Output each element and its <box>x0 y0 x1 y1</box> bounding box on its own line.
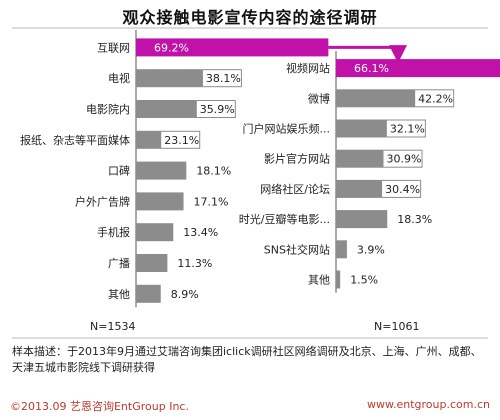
category-label: 互联网 <box>97 41 130 54</box>
connector-path <box>328 45 407 64</box>
value-label: 8.9% <box>171 288 199 301</box>
bar-6 <box>336 210 388 229</box>
category-label: 时光/豆瓣等电影... <box>239 212 330 226</box>
value-label: 32.1% <box>390 123 425 136</box>
category-label: 影片官方网站 <box>264 152 330 166</box>
category-label: 其他 <box>308 274 330 287</box>
bar-7 <box>336 240 347 259</box>
left-chart: 互联网 69.2% 电视 38.1% 电影院内 35.9% 报纸、杂志等平面媒体 23.1% 口… <box>20 30 329 333</box>
category-label: 视频网站 <box>286 61 330 75</box>
category-label: 微博 <box>308 91 330 105</box>
value-label: 42.2% <box>418 92 453 105</box>
value-label: 38.1% <box>206 72 241 85</box>
value-label: 69.2% <box>154 41 189 54</box>
value-label: 30.9% <box>387 153 422 166</box>
value-label: 17.1% <box>194 195 229 208</box>
bar-1 <box>336 59 500 78</box>
category-label: 网络社区/论坛 <box>260 182 330 196</box>
value-label: 1.5% <box>350 274 378 287</box>
chart-title: 观众接触电影宣传内容的途径调研 <box>122 8 378 27</box>
category-label: 手机报 <box>97 225 130 239</box>
value-label: 23.1% <box>164 134 199 147</box>
bar-9 <box>136 284 161 303</box>
value-label: 18.1% <box>196 165 231 178</box>
website-text: www.entgroup.com.cn <box>367 398 490 411</box>
connector-arrow <box>328 45 407 64</box>
value-label: 66.1% <box>354 62 389 75</box>
bar-8 <box>336 270 341 289</box>
value-label: 30.4% <box>385 183 420 196</box>
value-label: 11.3% <box>177 257 212 270</box>
sample-size-label: N=1061 <box>374 320 419 333</box>
copyright-text: ©2013.09 艺恩咨询EntGroup Inc. <box>10 400 189 413</box>
category-label: 广播 <box>108 256 130 270</box>
sample-size-label: N=1534 <box>90 320 135 333</box>
bar-1 <box>136 38 329 57</box>
category-label: 电视 <box>108 71 130 85</box>
category-label: 电影院内 <box>86 102 130 116</box>
value-label-bg <box>382 180 421 197</box>
value-label-bg <box>196 101 235 117</box>
value-label-bg <box>161 131 200 148</box>
category-label: 报纸、杂志等平面媒体 <box>20 133 130 147</box>
value-label-bg <box>383 150 422 167</box>
category-label: 门户网站娱乐频... <box>243 122 331 136</box>
value-label-bg <box>415 90 454 107</box>
value-label: 3.9% <box>357 243 385 256</box>
value-label: 18.3% <box>397 213 432 226</box>
value-label-bg <box>202 70 241 87</box>
sample-note: 样本描述：于2013年9月通过艾瑞咨询集团iclick调研社区网络调研及北京、上… <box>12 345 482 374</box>
chart-canvas: 互联网 69.2% 电视 38.1% 电影院内 35.9% 报纸、杂志等平面媒体 23.1% 口… <box>12 27 500 339</box>
category-label: 户外广告牌 <box>75 194 130 208</box>
category-label: 其他 <box>108 288 130 301</box>
bar-7 <box>136 223 174 242</box>
value-label-bg <box>386 120 425 137</box>
bar-6 <box>136 192 184 211</box>
value-label: 35.9% <box>200 103 235 116</box>
right-chart: 视频网站 66.1% 微博 42.2% 门户网站娱乐频... 32.1% 影片官方网站 30.… <box>239 51 500 333</box>
category-label: SNS社交网站 <box>264 242 330 256</box>
bar-5 <box>136 161 187 180</box>
value-label: 13.4% <box>183 226 218 239</box>
bar-8 <box>136 254 168 272</box>
category-label: 口碑 <box>108 165 130 178</box>
